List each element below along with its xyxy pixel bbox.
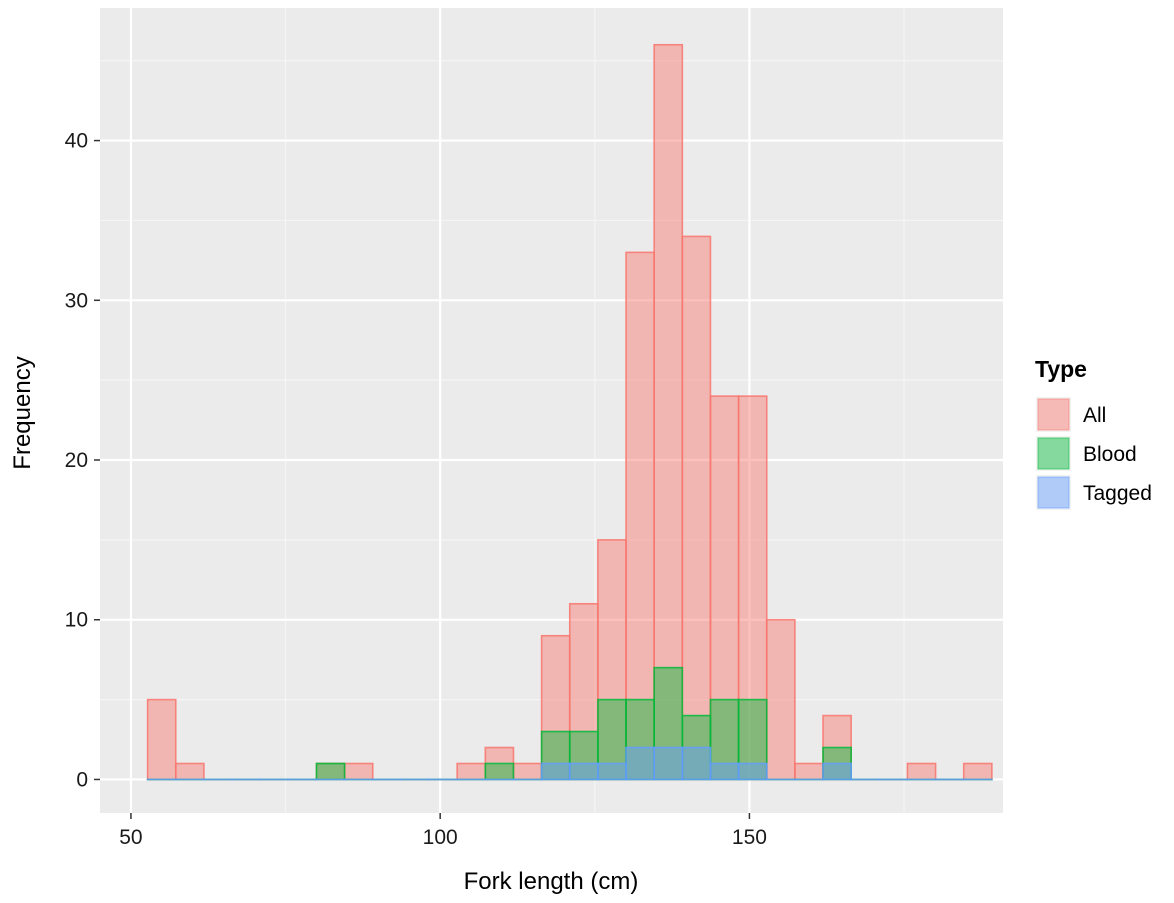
legend-swatch-tagged bbox=[1037, 476, 1070, 509]
bar-all bbox=[681, 235, 712, 781]
bar-tagged bbox=[653, 746, 684, 781]
legend-label-tagged: Tagged bbox=[1083, 482, 1152, 505]
series-blood bbox=[146, 666, 993, 781]
bar-all bbox=[512, 762, 543, 781]
x-tick-label: 150 bbox=[732, 826, 767, 849]
bar-blood bbox=[625, 698, 655, 781]
x-tick-label: 50 bbox=[119, 826, 142, 849]
y-tick-label: 10 bbox=[65, 609, 88, 632]
x-axis-title: Fork length (cm) bbox=[464, 868, 639, 895]
series-tagged bbox=[146, 746, 993, 781]
bar-all bbox=[343, 762, 374, 781]
legend-swatch-all bbox=[1037, 398, 1070, 431]
y-axis: 0 10 20 30 40 bbox=[65, 130, 100, 791]
bar-blood bbox=[597, 698, 627, 781]
bar-all bbox=[146, 698, 177, 781]
bar-all bbox=[906, 762, 937, 781]
bar-tagged bbox=[568, 762, 599, 781]
bar-all bbox=[765, 618, 796, 781]
bar-tagged bbox=[597, 762, 627, 781]
minor-gridlines bbox=[100, 8, 1003, 813]
bar-all bbox=[794, 762, 824, 781]
legend-title: Type bbox=[1035, 356, 1087, 382]
bar-tagged bbox=[737, 762, 768, 781]
bar-tagged bbox=[681, 746, 712, 781]
bar-all bbox=[653, 43, 684, 781]
x-tick-label: 100 bbox=[423, 826, 458, 849]
bar-all bbox=[709, 395, 740, 781]
legend-swatch-blood bbox=[1037, 437, 1070, 470]
bar-all bbox=[962, 762, 993, 781]
legend-label-blood: Blood bbox=[1083, 443, 1137, 466]
legend-key-background bbox=[1036, 475, 1071, 510]
x-axis: 50 100 150 bbox=[119, 813, 767, 849]
bar-all bbox=[456, 762, 487, 781]
legend-label-all: All bbox=[1083, 404, 1106, 427]
bar-tagged bbox=[709, 762, 740, 781]
bar-blood bbox=[737, 698, 768, 781]
y-tick-label: 30 bbox=[65, 289, 88, 312]
y-tick-label: 20 bbox=[65, 449, 88, 472]
bar-all bbox=[597, 539, 627, 781]
plot-panel bbox=[100, 8, 1003, 813]
legend-key-background bbox=[1036, 397, 1071, 432]
bar-all bbox=[540, 634, 571, 781]
bars-layer bbox=[146, 43, 993, 781]
y-tick-label: 0 bbox=[76, 768, 88, 791]
legend: Type All Blood Tagged bbox=[1035, 356, 1152, 510]
y-axis-title: Frequency bbox=[9, 356, 36, 469]
bar-tagged bbox=[540, 762, 571, 781]
bar-all bbox=[568, 602, 599, 781]
bar-all bbox=[625, 251, 655, 781]
bar-tagged bbox=[625, 746, 655, 781]
bar-blood bbox=[484, 762, 515, 781]
bar-all bbox=[174, 762, 205, 781]
bar-blood bbox=[315, 762, 346, 781]
y-tick-label: 40 bbox=[65, 130, 88, 153]
series-all bbox=[146, 43, 993, 781]
legend-key-background bbox=[1036, 436, 1071, 471]
bar-tagged bbox=[822, 762, 852, 781]
